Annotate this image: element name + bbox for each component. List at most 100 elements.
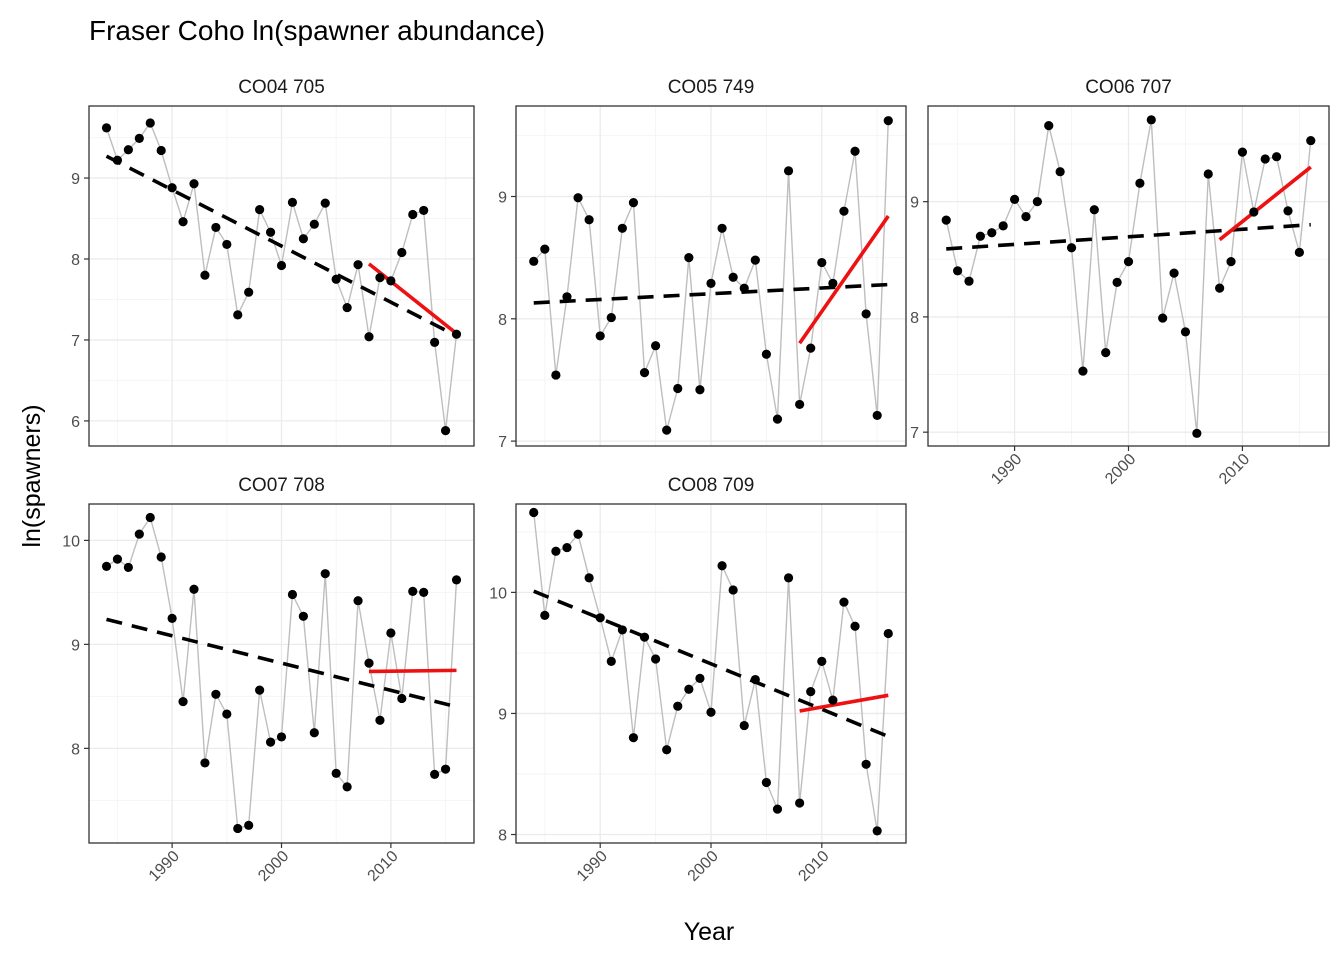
data-point (419, 205, 429, 216)
x-tick-label: 2010 (1216, 451, 1253, 488)
data-point (562, 292, 572, 302)
facet-strip-label: CO07 708 (238, 475, 325, 496)
data-point (817, 257, 827, 268)
data-point (112, 554, 123, 564)
data-point (828, 278, 838, 288)
data-point (529, 507, 539, 518)
data-point (662, 425, 672, 435)
data-point (222, 239, 232, 250)
data-point (123, 145, 133, 155)
recent-trend-line (368, 668, 457, 674)
data-point (265, 227, 276, 237)
data-point (595, 613, 605, 623)
data-point (1032, 197, 1042, 207)
data-point (772, 804, 783, 814)
data-point (651, 654, 661, 664)
data-point (134, 529, 144, 539)
data-point (606, 312, 616, 323)
data-point (134, 133, 144, 143)
data-point (739, 720, 749, 731)
x-tick-label: 2000 (255, 848, 292, 885)
data-point (145, 512, 155, 523)
data-point (342, 782, 352, 792)
data-point (839, 597, 849, 607)
y-tick-label: 6 (71, 414, 80, 431)
data-point (397, 247, 407, 258)
data-point (255, 685, 265, 695)
data-point (189, 584, 199, 594)
x-tick-label: 2000 (685, 848, 722, 885)
y-tick-label: 7 (498, 434, 507, 451)
data-point (850, 621, 860, 631)
data-point (1237, 147, 1248, 157)
data-point (408, 209, 418, 220)
data-point (430, 337, 440, 347)
recent-trend-line (799, 693, 889, 713)
data-point (1066, 243, 1077, 253)
data-point (1055, 167, 1065, 177)
data-point (178, 217, 188, 227)
data-point (761, 349, 771, 359)
x-tick-label: 2000 (1102, 451, 1139, 488)
y-tick-label: 9 (71, 637, 80, 654)
data-point (265, 737, 276, 747)
data-point (1283, 206, 1293, 216)
data-point (628, 733, 639, 743)
y-tick-label: 7 (910, 425, 919, 442)
facet-strip-label: CO04 705 (238, 77, 325, 98)
data-point (573, 193, 583, 203)
data-point (1294, 247, 1304, 257)
recent-trend-line (798, 215, 890, 345)
data-point (167, 613, 177, 623)
y-tick-label: 10 (489, 585, 507, 602)
data-point (1146, 115, 1156, 125)
data-point (375, 715, 385, 725)
y-tick-label: 8 (71, 252, 80, 269)
data-point (189, 179, 199, 189)
data-point (953, 266, 963, 276)
data-point (200, 758, 210, 768)
data-point (1180, 327, 1191, 337)
data-point (451, 575, 462, 585)
facet-panel: CO05 749 7 8 9 (498, 77, 907, 451)
y-tick-label: 7 (71, 333, 80, 350)
data-point (872, 410, 882, 421)
panel-border (515, 105, 907, 447)
data-point (639, 632, 650, 642)
data-point (145, 118, 155, 128)
long-term-trend-line (533, 282, 889, 305)
data-point (941, 215, 951, 225)
data-point (706, 278, 716, 288)
facet-strip-label: CO06 707 (1085, 77, 1172, 98)
data-point (178, 696, 188, 707)
facet-panel: CO06 707 7 8 9 1990 2000 2010 (910, 77, 1330, 488)
data-point (1123, 256, 1134, 267)
data-point (276, 732, 287, 742)
data-point (684, 253, 694, 263)
long-term-trend-line (105, 154, 458, 338)
data-point (156, 145, 166, 156)
data-point (1009, 194, 1020, 204)
data-point (750, 255, 760, 265)
x-tick-label: 1990 (988, 451, 1025, 488)
data-point (717, 561, 727, 571)
data-point (1044, 120, 1054, 131)
data-point (375, 273, 385, 283)
data-point (397, 693, 407, 704)
data-point (430, 769, 440, 779)
facet-panel: CO04 705 6 7 8 9 (71, 77, 475, 447)
data-point (101, 561, 112, 571)
data-point (298, 234, 308, 244)
x-tick-label: 1990 (574, 848, 611, 885)
y-tick-label: 8 (71, 741, 80, 758)
data-point (1203, 169, 1213, 179)
data-point (386, 628, 396, 638)
data-point (540, 244, 550, 254)
data-point (309, 219, 319, 229)
facet-panel: CO07 708 8 9 10 1990 2000 2010 (62, 475, 475, 885)
data-point (651, 341, 661, 351)
y-tick-label: 9 (71, 171, 80, 188)
data-point (233, 310, 243, 320)
data-point (320, 569, 330, 579)
data-point (817, 656, 827, 666)
